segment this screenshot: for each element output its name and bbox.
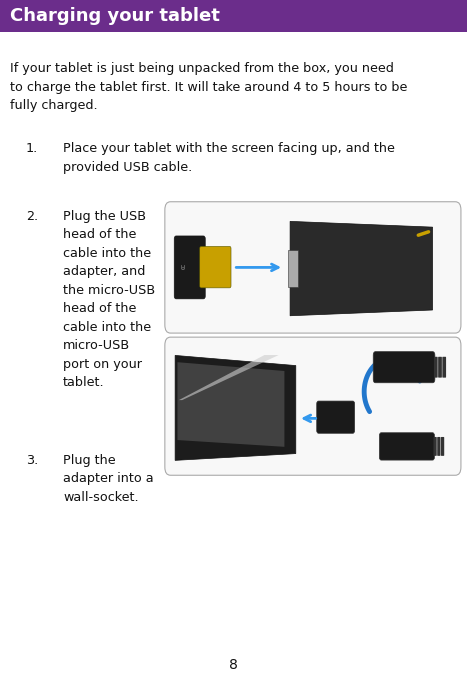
Text: 2.: 2. (26, 210, 38, 223)
FancyBboxPatch shape (438, 357, 442, 378)
Polygon shape (175, 355, 296, 460)
FancyBboxPatch shape (373, 351, 435, 383)
FancyBboxPatch shape (434, 357, 438, 378)
FancyBboxPatch shape (433, 437, 437, 456)
Text: Plug the USB
head of the
cable into the
adapter, and
the micro-USB
head of the
c: Plug the USB head of the cable into the … (63, 210, 155, 389)
Text: Plug the
adapter into a
wall-socket.: Plug the adapter into a wall-socket. (63, 454, 154, 504)
Text: If your tablet is just being unpacked from the box, you need
to charge the table: If your tablet is just being unpacked fr… (10, 62, 408, 112)
Polygon shape (179, 355, 279, 400)
Polygon shape (177, 362, 284, 447)
FancyBboxPatch shape (174, 236, 205, 299)
FancyBboxPatch shape (437, 437, 440, 456)
FancyBboxPatch shape (442, 357, 446, 378)
Text: Charging your tablet: Charging your tablet (10, 7, 220, 25)
Text: Place your tablet with the screen facing up, and the
provided USB cable.: Place your tablet with the screen facing… (63, 142, 395, 174)
FancyBboxPatch shape (379, 433, 434, 460)
Text: 1.: 1. (26, 142, 38, 155)
FancyBboxPatch shape (441, 437, 444, 456)
FancyBboxPatch shape (165, 337, 461, 475)
Text: 8: 8 (229, 658, 238, 672)
Text: 3.: 3. (26, 454, 38, 466)
FancyBboxPatch shape (317, 401, 354, 433)
FancyBboxPatch shape (200, 246, 231, 288)
Text: ⊎: ⊎ (180, 263, 186, 272)
FancyBboxPatch shape (0, 0, 467, 32)
Polygon shape (290, 221, 432, 315)
FancyBboxPatch shape (165, 202, 461, 333)
FancyBboxPatch shape (288, 250, 298, 287)
